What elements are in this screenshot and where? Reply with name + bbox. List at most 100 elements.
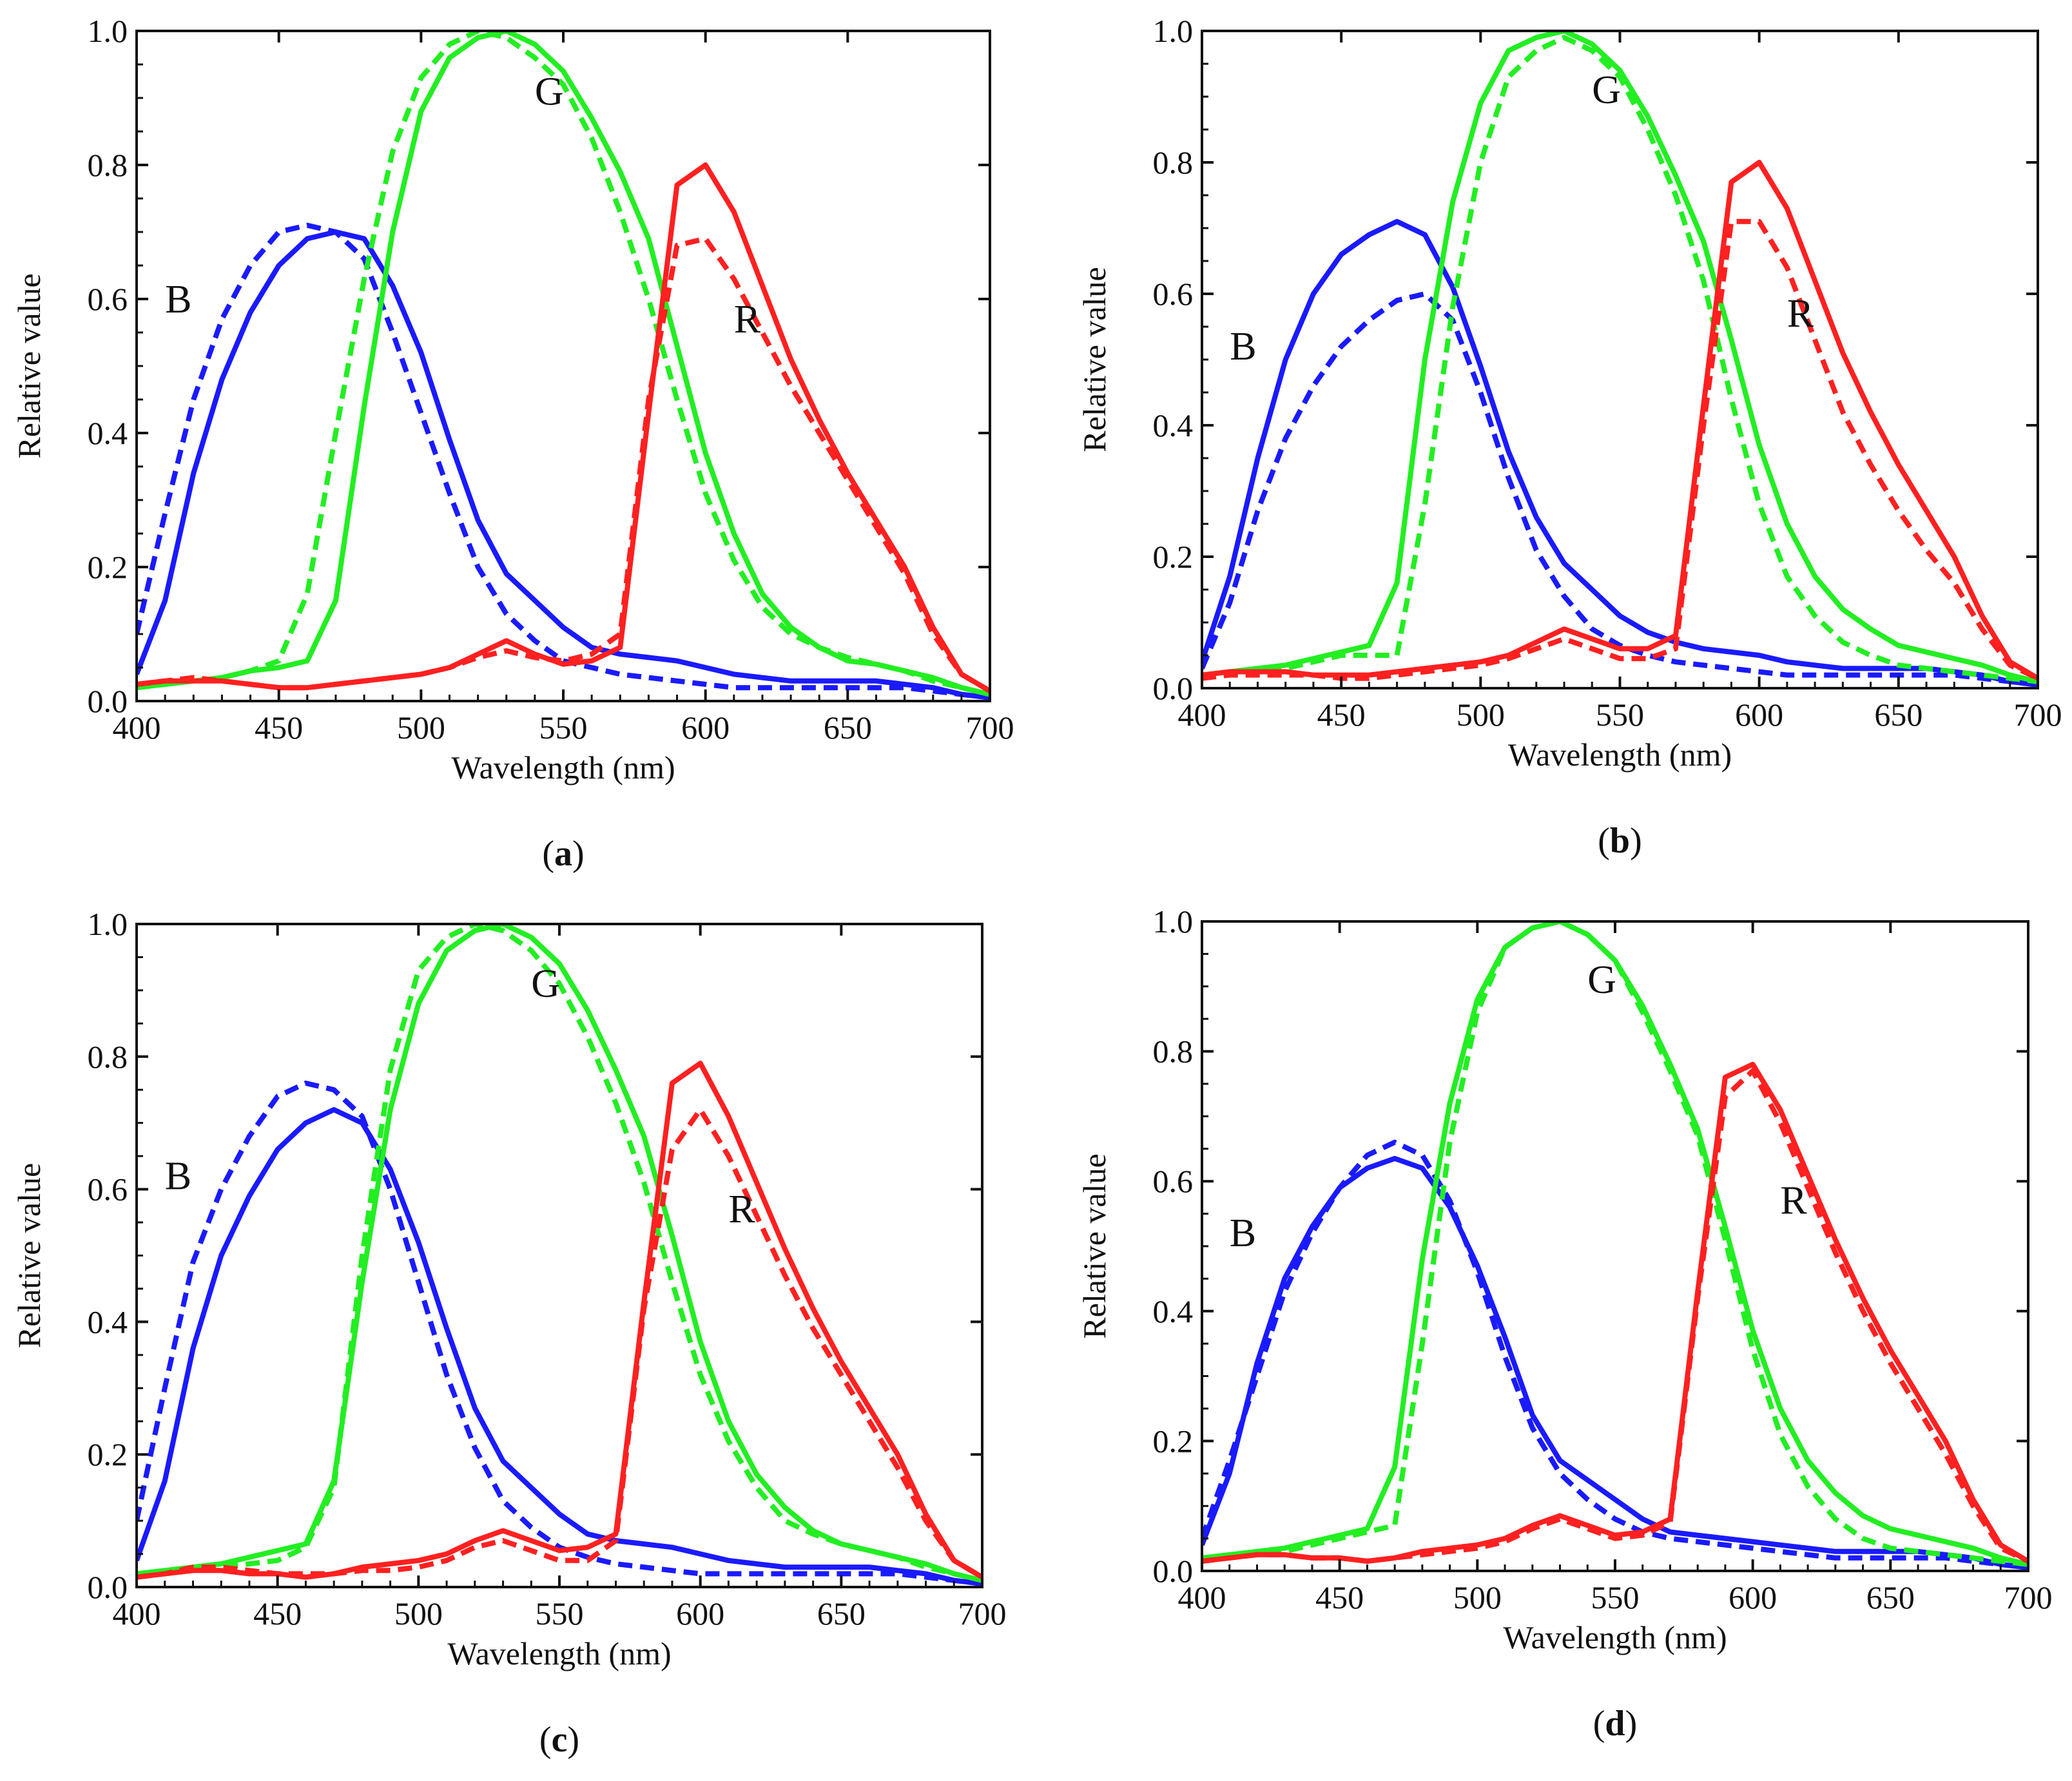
series-line-g-dashed — [1202, 35, 2038, 684]
x-axis-title: Wavelength (nm) — [1503, 1619, 1727, 1655]
x-tick-label: 500 — [1457, 697, 1505, 733]
axes-frame — [1201, 920, 2029, 1572]
series-line-g-solid — [1202, 31, 2038, 684]
x-tick-label: 700 — [2004, 1579, 2053, 1615]
curve-label-b: B — [165, 1155, 191, 1199]
x-tick-label: 650 — [817, 1595, 866, 1632]
x-tick-label: 650 — [824, 709, 872, 746]
y-axis-title: Relative value — [11, 1163, 47, 1348]
series-line-b-dashed — [1202, 1139, 2028, 1570]
x-tick-label: 400 — [113, 1595, 161, 1632]
series-line-r-solid — [1202, 160, 2038, 681]
x-tick-label: 500 — [397, 709, 445, 746]
y-tick-label: 1.0 — [1153, 903, 1194, 939]
curve-label-b: B — [1230, 325, 1256, 369]
series-line-r-dashed — [137, 1107, 982, 1580]
y-tick-label: 0.4 — [1153, 1293, 1194, 1329]
curve-label-r: R — [1780, 1179, 1807, 1223]
panel-b: 400 450 500 550 600 650 700 0.0 0.2 0.4 0.6 0.8 1.0 W… — [1076, 13, 2062, 861]
x-tick-label: 600 — [1735, 697, 1783, 733]
x-tick-label: 550 — [1591, 1579, 1640, 1615]
y-tick-label: 0.6 — [88, 1171, 128, 1208]
x-tick-label: 700 — [966, 709, 1014, 746]
series-line-g-solid — [1202, 921, 2028, 1567]
y-tick-label: 0.6 — [1153, 276, 1194, 312]
series-line-g-dashed — [1202, 921, 2028, 1567]
series-line-b-solid — [137, 1107, 982, 1586]
panel-caption: (d) — [1593, 1704, 1637, 1744]
curve-label-g: G — [531, 962, 560, 1006]
series-line-r-dashed — [1202, 1068, 2028, 1564]
y-tick-label: 0.4 — [1153, 407, 1194, 443]
y-tick-label: 1.0 — [1153, 13, 1194, 49]
curve-label-g: G — [1592, 68, 1621, 112]
y-axis-title: Relative value — [1076, 267, 1112, 452]
x-tick-label: 450 — [253, 1595, 302, 1632]
y-tick-label: 0.8 — [88, 147, 128, 183]
y-axis-title: Relative value — [11, 273, 47, 458]
series-line-g-solid — [137, 31, 990, 697]
series-group — [1202, 921, 2028, 1570]
x-tick-label: 650 — [1874, 697, 1922, 733]
y-tick-label: 0.6 — [88, 281, 128, 317]
series-line-b-dashed — [137, 1081, 982, 1586]
x-axis-title: Wavelength (nm) — [447, 1635, 671, 1671]
x-tick-label: 450 — [1317, 697, 1366, 733]
x-tick-label: 500 — [394, 1595, 443, 1632]
y-tick-label: 0.0 — [88, 1569, 128, 1605]
y-tick-label: 0.2 — [1153, 1423, 1194, 1459]
series-line-g-dashed — [137, 31, 990, 697]
series-group — [137, 924, 982, 1586]
panel-c: 400 450 500 550 600 650 700 0.0 0.2 0.4 0.6 0.8 1.0 W… — [11, 906, 1007, 1760]
y-tick-label: 0.8 — [88, 1039, 128, 1075]
series-group — [1202, 31, 2038, 688]
curve-label-b: B — [1230, 1211, 1256, 1255]
x-tick-label: 700 — [958, 1595, 1007, 1632]
series-line-g-dashed — [137, 924, 982, 1583]
series-line-r-dashed — [1202, 218, 2038, 681]
x-tick-label: 400 — [113, 709, 161, 746]
y-tick-label: 0.2 — [88, 549, 128, 585]
axes-frame — [135, 923, 983, 1588]
series-group — [137, 31, 990, 700]
y-tick-label: 0.8 — [1153, 144, 1194, 180]
x-tick-label: 400 — [1178, 697, 1226, 733]
series-line-r-solid — [137, 1061, 982, 1580]
series-line-b-solid — [137, 229, 990, 700]
y-tick-label: 0.2 — [88, 1436, 128, 1472]
panel-caption: (b) — [1598, 821, 1641, 861]
series-line-b-dashed — [1202, 291, 2038, 688]
panel-a: 400 450 500 550 600 650 700 0.0 0.2 0.4 0.6 0.8 1.0 W… — [11, 13, 1014, 874]
x-tick-label: 500 — [1453, 1579, 1502, 1615]
y-tick-label: 0.6 — [1153, 1163, 1194, 1199]
axes-frame — [1201, 30, 2039, 689]
x-tick-label: 550 — [1596, 697, 1644, 733]
x-tick-label: 700 — [2014, 697, 2062, 733]
y-tick-label: 0.4 — [88, 1304, 128, 1340]
y-tick-label: 0.0 — [1153, 670, 1194, 706]
x-tick-label: 600 — [676, 1595, 724, 1632]
x-tick-label: 450 — [255, 709, 303, 746]
curve-label-r: R — [734, 298, 761, 342]
y-tick-label: 0.8 — [1153, 1034, 1194, 1070]
curve-label-r: R — [1787, 292, 1814, 336]
x-tick-label: 600 — [1728, 1579, 1777, 1615]
y-axis-title: Relative value — [1076, 1153, 1112, 1338]
curve-label-r: R — [728, 1188, 755, 1231]
series-line-r-solid — [137, 162, 990, 693]
axes-frame — [135, 30, 991, 702]
series-line-b-solid — [1202, 218, 2038, 688]
x-axis-title: Wavelength (nm) — [1508, 736, 1732, 773]
x-tick-label: 450 — [1315, 1579, 1364, 1615]
y-tick-label: 0.0 — [1153, 1553, 1194, 1589]
curve-label-b: B — [165, 278, 191, 322]
x-tick-label: 550 — [539, 709, 588, 746]
x-tick-label: 550 — [536, 1595, 584, 1632]
panel-caption: (c) — [539, 1720, 579, 1760]
y-tick-label: 0.2 — [1153, 539, 1194, 575]
series-line-g-solid — [137, 924, 982, 1583]
y-tick-label: 1.0 — [88, 13, 128, 49]
x-tick-label: 650 — [1866, 1579, 1915, 1615]
series-line-b-solid — [1202, 1155, 2028, 1570]
